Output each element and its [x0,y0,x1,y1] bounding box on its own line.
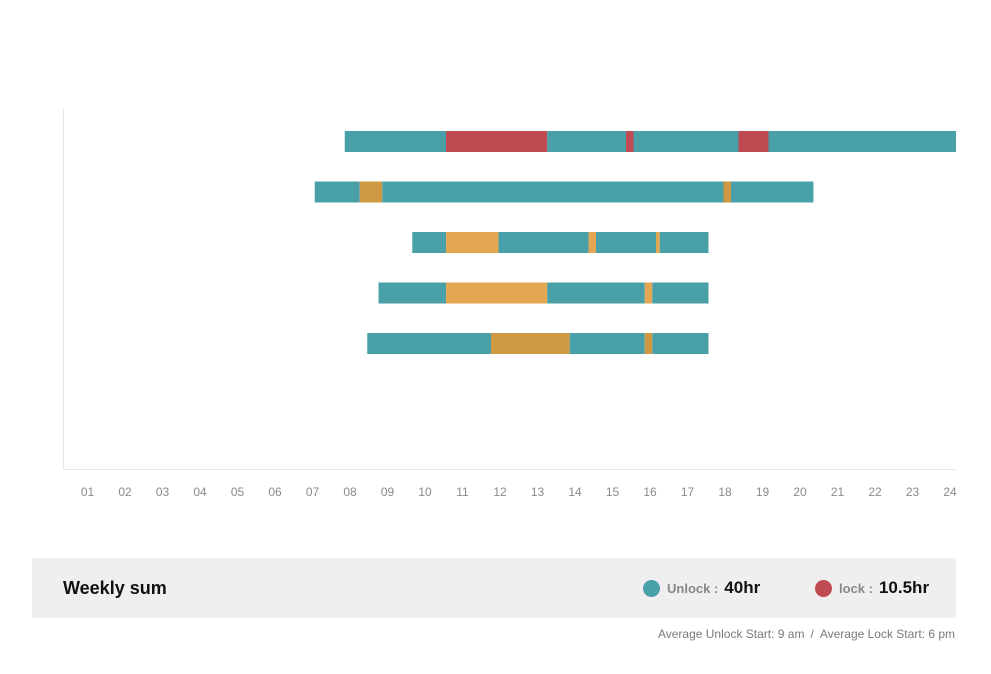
weekly-summary-bar: Weekly sum Unlock : 40hr lock : 10.5hr [32,558,956,618]
bar-segment-unlock [367,333,491,354]
x-tick-label: 22 [868,485,882,499]
bar-segment-unlock [412,232,446,253]
x-tick-label: 05 [231,485,245,499]
x-tick-label: 09 [381,485,395,499]
x-tick-label: 06 [268,485,282,499]
x-tick-label: 15 [606,485,620,499]
bar-segment-break [656,232,660,253]
bar-segment-pause [359,181,383,203]
bar-segment-lock [446,131,548,152]
avg-unlock-start: Average Unlock Start: 9 am [657,627,805,641]
x-tick-label: 01 [81,485,95,499]
x-tick-label: 17 [681,485,695,499]
bar-segment-unlock [498,232,589,253]
bar-segment-unlock [659,232,709,253]
bar-segment-unlock [652,333,709,354]
avg-lock-start: Average Lock Start: 6 pm [819,627,955,641]
x-tick-label: 13 [531,485,545,499]
bar-segment-pause [723,181,731,203]
x-tick-label: 21 [831,485,845,499]
average-start-note: Average Unlock Start: 9 am / Average Lock … [658,627,955,641]
unlock-label: Unlock : [667,580,719,596]
x-tick-label: 12 [493,485,507,499]
lock-dot-icon [815,579,832,597]
x-tick-labels: 01 02 03 04 05 06 07 08 09 10 11 12 13 14 15 16 17 18 19 20… [81,485,957,499]
bar-segment-pause [491,333,570,354]
x-tick-label: 10 [418,485,432,499]
bar-segment-break [588,232,596,253]
bar-segment-unlock [378,282,446,304]
bar-rows [314,131,956,354]
bar-segment-break [446,282,548,304]
x-tick-label: 19 [756,485,770,499]
unlock-value: 40hr [724,578,761,597]
x-tick-label: 24 [943,485,957,499]
legend-unlock: Unlock : 40hr [643,558,760,618]
bar-segment-lock [738,131,769,152]
bar-segment-unlock [547,131,626,152]
bar-segment-break [446,232,499,253]
bar-segment-unlock [314,181,360,203]
x-tick-label: 18 [718,485,732,499]
x-tick-label: 16 [643,485,657,499]
x-tick-label: 14 [568,485,582,499]
bar-segment-unlock [382,181,724,203]
footer-separator: / [810,627,814,641]
bar-segment-unlock [569,333,645,354]
bar-segment-pause [644,333,653,354]
bar-segment-unlock [633,131,739,152]
lock-value: 10.5hr [878,578,930,597]
x-tick-label: 02 [118,485,132,499]
bar-segment-unlock [652,282,709,304]
x-tick-label: 03 [156,485,170,499]
x-tick-label: 11 [456,485,469,499]
unlock-dot-icon [643,579,660,597]
x-tick-label: 20 [793,485,807,499]
x-tick-label: 08 [343,485,357,499]
bar-segment-unlock [768,131,956,152]
summary-title: Weekly sum [63,578,167,598]
bar-segment-break [644,282,653,304]
x-tick-label: 23 [906,485,920,499]
bar-segment-unlock [547,282,645,304]
bar-segment-unlock [731,181,814,203]
timeline-chart: 01 02 03 04 05 06 07 08 09 10 11 12 13 14 15 16 17 18 19 20… [63,108,957,499]
x-tick-label: 04 [193,485,207,499]
x-tick-label: 07 [306,485,320,499]
bar-segment-unlock [596,232,656,253]
bar-segment-unlock [344,131,446,152]
lock-label: lock : [839,580,873,596]
legend-lock: lock : 10.5hr [815,558,929,618]
bar-segment-lock [626,131,634,152]
